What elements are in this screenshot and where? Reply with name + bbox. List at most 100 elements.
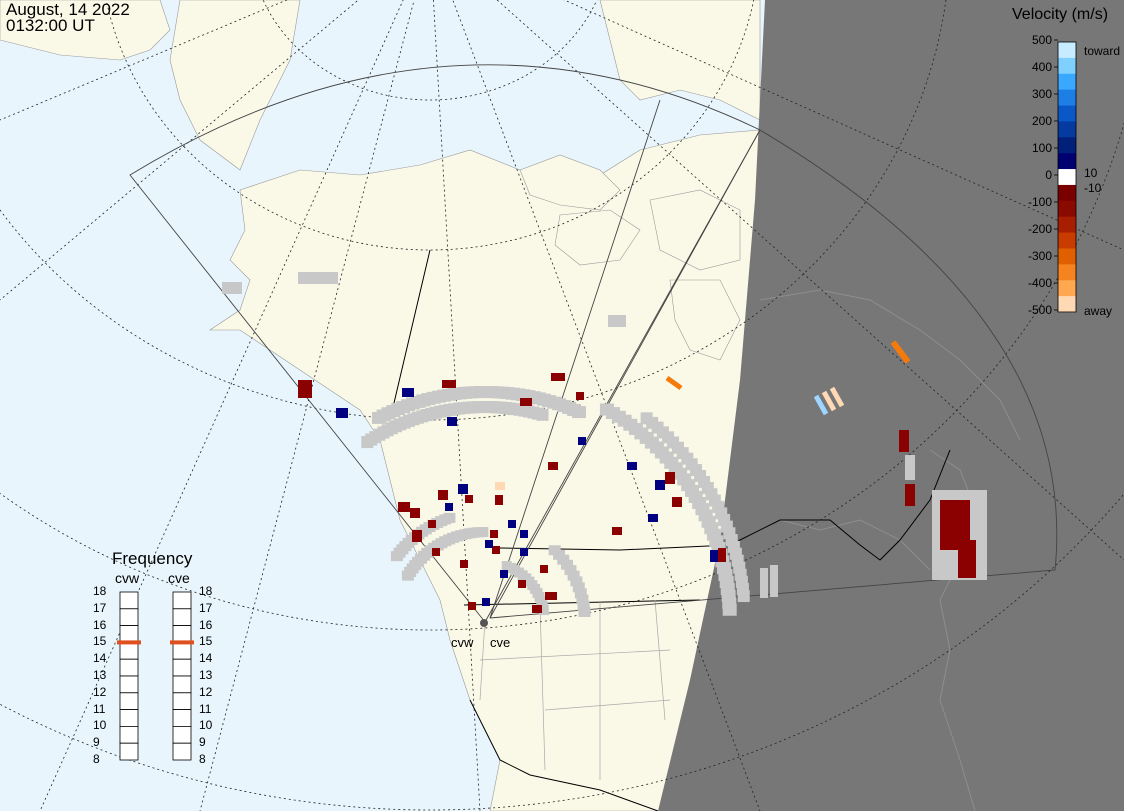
frequency-cell xyxy=(172,642,192,660)
velocity-cell xyxy=(899,430,909,452)
colorbar-frame xyxy=(1057,41,1077,313)
colorbar-segment xyxy=(1058,105,1076,122)
colorbar-segment xyxy=(1058,264,1076,281)
frequency-cell xyxy=(172,625,192,643)
colorbar-segment xyxy=(1058,248,1076,265)
radar-name-cve: cve xyxy=(168,570,190,586)
scatter-cell xyxy=(577,600,590,611)
colorbar-tick: -200 xyxy=(1027,222,1052,236)
scatter-cell xyxy=(561,559,574,570)
night-shade xyxy=(658,0,1124,811)
velocity-cell xyxy=(445,503,453,511)
frequency-tick: 9 xyxy=(199,735,206,750)
velocity-cell xyxy=(578,437,586,445)
scatter-cell xyxy=(715,507,728,520)
velocity-cell xyxy=(432,548,440,556)
velocity-cell xyxy=(468,602,476,610)
scatter-cell xyxy=(564,565,577,576)
frequency-tick: 14 xyxy=(199,651,213,666)
frequency-cell xyxy=(172,658,192,677)
scatter-cell xyxy=(476,527,489,538)
scatter-cell xyxy=(905,455,915,480)
colorbar-tick: -500 xyxy=(1027,303,1052,317)
frequency-cell xyxy=(119,675,139,694)
velocity-cell xyxy=(485,540,493,548)
velocity-cell xyxy=(298,380,312,398)
velocity-cell xyxy=(813,394,829,416)
frequency-tick: 11 xyxy=(199,701,212,716)
radar-fov xyxy=(129,64,1058,623)
borders xyxy=(389,249,951,811)
scatter-cell xyxy=(570,576,583,587)
frequency-cell xyxy=(119,692,139,710)
frequency-marker-cve xyxy=(170,640,194,645)
frequency-tick: 13 xyxy=(93,668,107,682)
velocity-cell xyxy=(627,462,637,470)
frequency-cell xyxy=(172,742,192,761)
frequency-tick: 13 xyxy=(199,668,213,682)
frequency-tick: 18 xyxy=(199,584,213,598)
frequency-tick: 15 xyxy=(199,634,213,649)
frequency-tick: 9 xyxy=(93,735,100,750)
velocity-cell xyxy=(890,340,911,364)
frequency-cell xyxy=(172,675,192,694)
colorbar-away-label: away xyxy=(1084,304,1113,318)
frequency-tick: 16 xyxy=(93,617,107,632)
velocity-cell xyxy=(545,592,557,600)
scatter-cell xyxy=(770,565,778,597)
velocity-cell xyxy=(508,520,516,528)
colorbar-segment xyxy=(1058,169,1076,186)
colorbar-tick: 0 xyxy=(1045,168,1052,182)
velocity-cell xyxy=(532,605,542,613)
velocity-cell xyxy=(518,580,526,588)
velocity-cell xyxy=(495,482,505,490)
colorbar-toward-label: toward xyxy=(1084,44,1121,58)
velocity-cell xyxy=(495,495,503,505)
velocity-cell xyxy=(829,386,845,408)
scatter-cell xyxy=(222,282,242,294)
frequency-tick: 15 xyxy=(93,634,107,649)
colorbar-tick: -300 xyxy=(1027,249,1052,263)
velocity-cell xyxy=(612,527,622,535)
frequency-tick: 8 xyxy=(93,752,100,766)
velocity-cell xyxy=(672,497,682,507)
radar-site-marker xyxy=(480,619,488,627)
velocity-cell xyxy=(710,550,720,562)
frequency-cell xyxy=(119,591,139,610)
scatter-cell xyxy=(737,590,750,603)
site-label-cvw: cvw xyxy=(451,635,474,650)
frequency-cell xyxy=(172,591,192,610)
colorbar-tick: -100 xyxy=(1027,195,1052,209)
scatter-cell xyxy=(572,582,585,593)
frequency-cell xyxy=(172,709,192,727)
frequency-tick: 10 xyxy=(93,718,107,733)
colorbar-segment xyxy=(1058,137,1076,154)
frequency-tick: 11 xyxy=(93,701,106,716)
colorbar-segment xyxy=(1058,200,1076,218)
frequency-cell xyxy=(119,726,139,744)
velocity-cell xyxy=(438,490,448,500)
velocity-cell xyxy=(412,530,422,542)
colorbar-segment xyxy=(1058,184,1076,202)
velocity-cell xyxy=(492,546,500,554)
velocity-cell xyxy=(490,530,498,538)
scatter-cell xyxy=(536,408,549,421)
colorbar-segment xyxy=(1058,121,1076,138)
colorbar-segment xyxy=(1058,232,1076,249)
velocity-cell xyxy=(821,390,837,412)
scatter-cell xyxy=(576,594,589,605)
velocity-cell xyxy=(548,462,558,470)
scatter-cell xyxy=(557,554,570,565)
scatter-cell xyxy=(538,605,549,616)
velocity-cell xyxy=(398,502,410,512)
velocity-cell xyxy=(442,380,456,388)
velocity-cell xyxy=(665,472,675,484)
velocity-cell xyxy=(447,417,457,426)
velocity-cell xyxy=(460,560,468,568)
velocity-cell xyxy=(905,484,915,506)
scatter-cell xyxy=(571,406,586,419)
colorbar-segment xyxy=(1058,280,1076,297)
frequency-cell xyxy=(172,692,192,710)
scatter-cell xyxy=(567,570,580,581)
